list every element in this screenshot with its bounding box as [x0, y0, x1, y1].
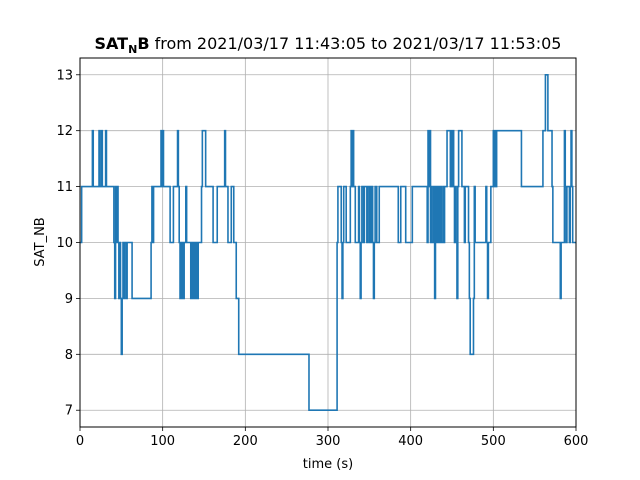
- y-tick-label: 10: [56, 236, 73, 251]
- x-tick-label: 400: [398, 434, 423, 449]
- x-axis-label: time (s): [303, 457, 353, 472]
- ticks: 0 100 200 300 400 500 600 7 8 9 10 11 12 13: [56, 68, 588, 449]
- series-layer: [80, 73, 576, 412]
- x-tick-label: 0: [76, 434, 84, 449]
- y-axis-label: SAT_NB: [33, 217, 48, 266]
- x-tick-label: 500: [481, 434, 506, 449]
- chart-title: SATNB from 2021/03/17 11:43:05 to 2021/0…: [95, 34, 562, 56]
- y-tick-label: 9: [65, 292, 73, 307]
- y-tick-label: 13: [56, 68, 73, 83]
- y-tick-label: 8: [65, 348, 73, 363]
- title-name-subscript: N: [128, 43, 137, 56]
- y-tick-label: 11: [56, 180, 73, 195]
- title-name-end: B: [137, 34, 149, 53]
- x-tick-label: 300: [316, 434, 341, 449]
- title-name-main: SAT: [95, 34, 129, 53]
- x-tick-label: 200: [233, 434, 258, 449]
- series-line: [80, 73, 576, 412]
- y-tick-label: 12: [56, 124, 73, 139]
- x-tick-label: 600: [564, 434, 589, 449]
- x-tick-label: 100: [150, 434, 175, 449]
- y-tick-label: 7: [65, 404, 73, 419]
- title-range: from 2021/03/17 11:43:05 to 2021/03/17 1…: [150, 34, 562, 53]
